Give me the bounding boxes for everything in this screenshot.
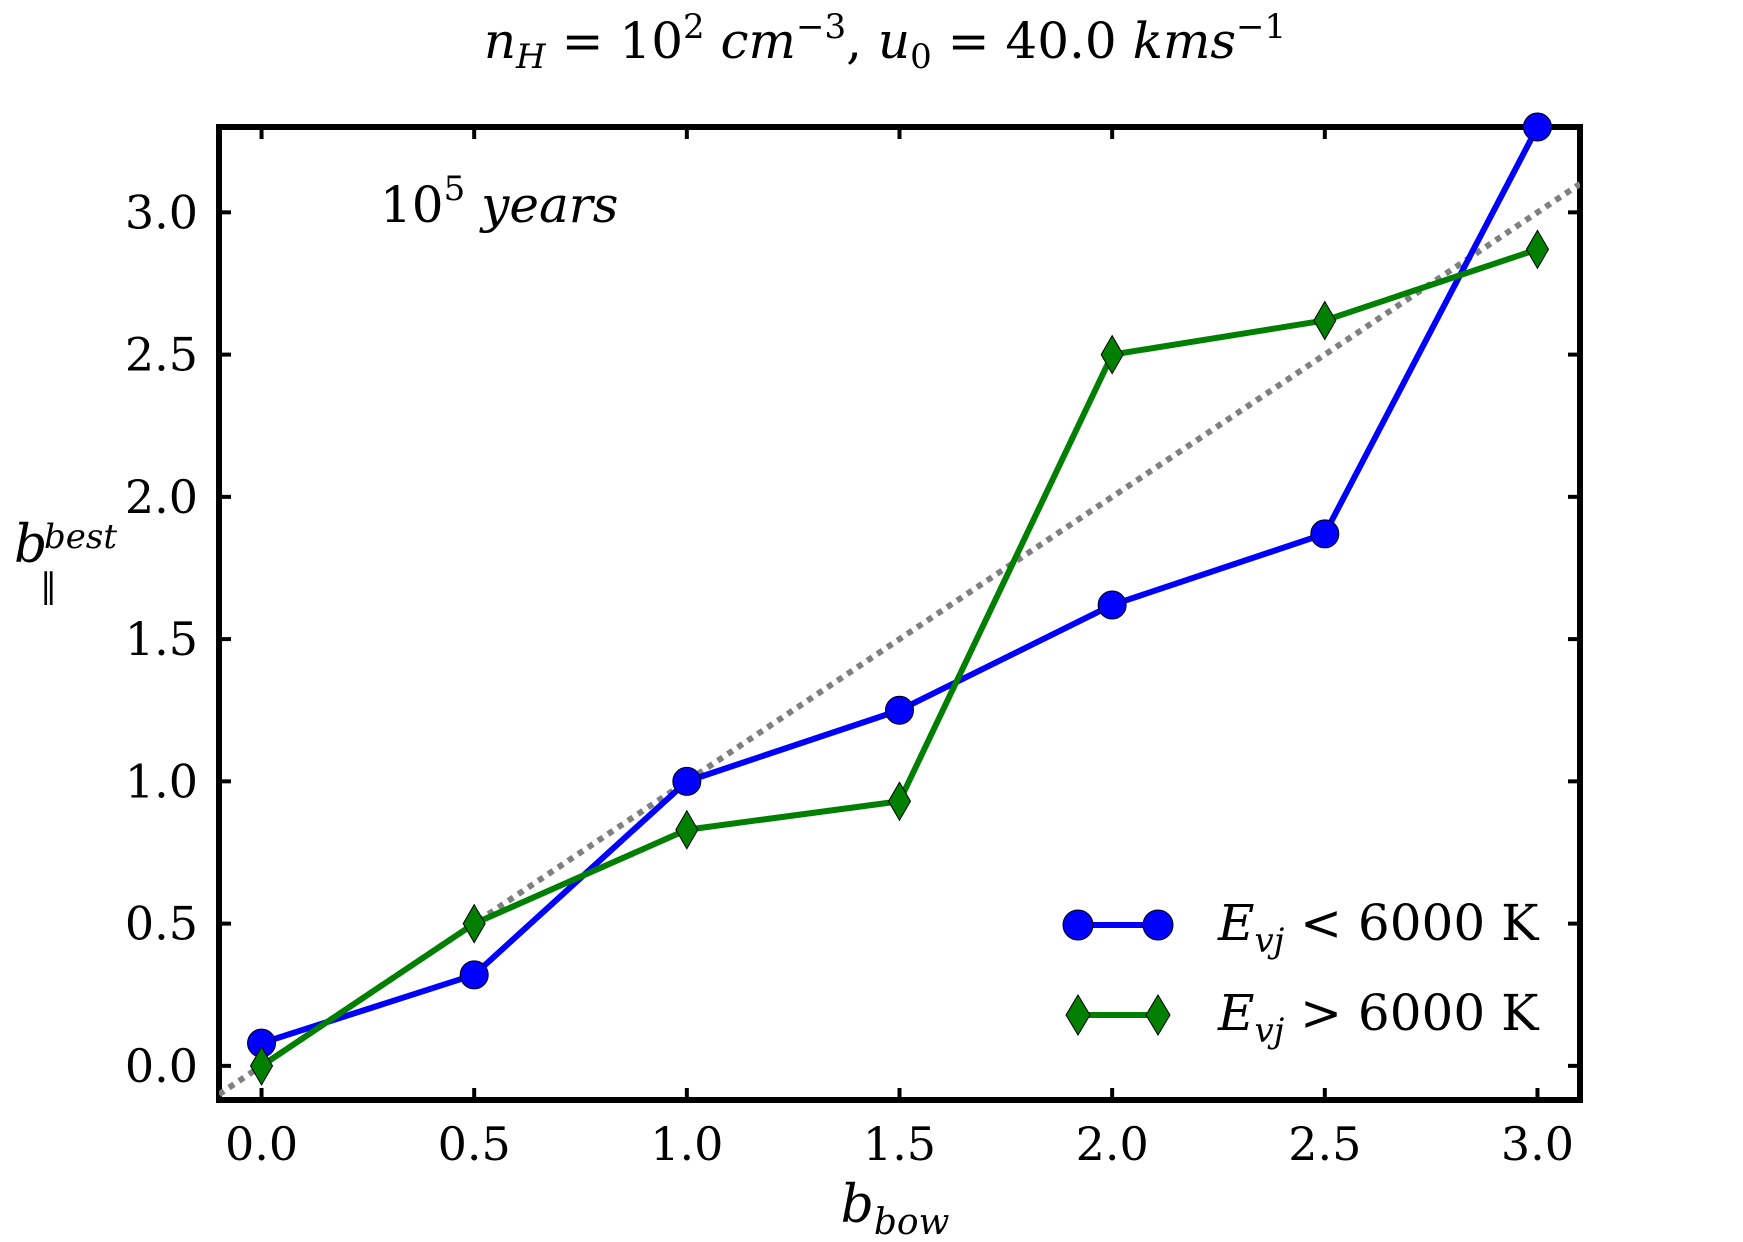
x-tick-label: 0.0	[225, 1117, 298, 1171]
legend: Evj < 6000 K Evj > 6000 K	[1062, 894, 1540, 1051]
x-tick-label: 1.0	[650, 1117, 723, 1171]
legend-label-blue: Evj < 6000 K	[1217, 894, 1540, 961]
y-tick-label: 3.0	[125, 185, 198, 239]
legend-marker-blue-right	[1142, 909, 1174, 941]
x-tick-label: 2.0	[1076, 1117, 1149, 1171]
data-point-green-diamond	[887, 781, 912, 822]
reference-line	[219, 181, 1580, 1097]
x-tick-label: 2.5	[1288, 1117, 1361, 1171]
data-point-green-diamond	[462, 903, 486, 944]
time-annotation: 105 years	[380, 169, 618, 234]
y-axis-label-sub: ‖	[40, 566, 57, 606]
x-tick-label: 0.5	[438, 1117, 511, 1171]
legend-marker-blue-left	[1062, 909, 1094, 941]
legend-entry-green: Evj > 6000 K	[1065, 984, 1540, 1051]
y-tick-label: 0.0	[125, 1039, 198, 1093]
data-point-green-diamond	[1313, 300, 1337, 341]
x-tick-labels: 0.0 0.5 1.0 1.5 2.0 2.5 3.0	[225, 1117, 1574, 1171]
data-point-blue-circle	[1097, 590, 1127, 620]
data-point-green-diamond	[1100, 334, 1124, 375]
data-point-green-diamond	[1525, 229, 1550, 270]
data-point-green-diamond	[675, 809, 699, 850]
x-axis-label: bbow	[841, 1175, 950, 1242]
plot-frame	[216, 124, 1583, 1103]
legend-label-green: Evj > 6000 K	[1217, 984, 1540, 1051]
series-layer	[247, 112, 1552, 1086]
legend-marker-green-right	[1145, 994, 1171, 1036]
y-tick-label: 1.5	[125, 612, 198, 666]
data-point-blue-circle	[1522, 112, 1552, 142]
chart-title: nH = 102 cm−3, u0 = 40.0 kms−1	[484, 7, 1286, 77]
data-point-green-diamond	[249, 1045, 274, 1086]
data-point-blue-circle	[672, 766, 702, 796]
y-axis-label: b best ‖	[14, 515, 117, 606]
series-blue-circle	[247, 112, 1552, 1058]
legend-entry-blue: Evj < 6000 K	[1062, 894, 1540, 961]
y-tick-labels: 0.0 0.5 1.0 1.5 2.0 2.5 3.0	[125, 185, 198, 1093]
data-point-blue-circle	[885, 695, 914, 725]
reference-line-group	[219, 181, 1580, 1097]
data-point-blue-circle	[459, 960, 489, 990]
data-point-blue-circle	[1310, 519, 1340, 549]
x-tick-label: 3.0	[1501, 1117, 1574, 1171]
axis-ticks	[219, 127, 1580, 1100]
y-tick-label: 1.0	[125, 754, 198, 808]
y-tick-label: 2.0	[125, 470, 198, 524]
y-tick-label: 2.5	[125, 328, 198, 382]
y-axis-label-sup: best	[44, 517, 117, 557]
y-tick-label: 0.5	[125, 897, 198, 951]
legend-marker-green-left	[1065, 994, 1091, 1036]
x-tick-label: 1.5	[863, 1117, 936, 1171]
series-green-diamond	[249, 229, 1550, 1086]
y-axis-label-main: b	[14, 515, 47, 575]
